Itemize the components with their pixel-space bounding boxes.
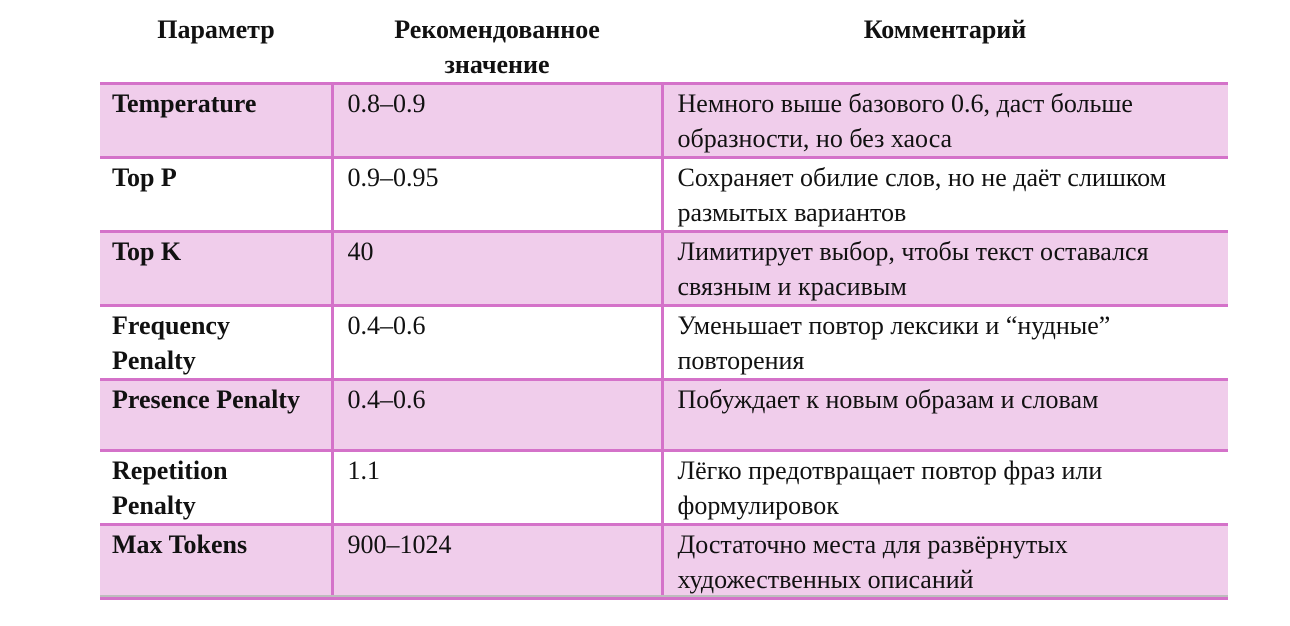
- param-cell: Temperature: [100, 83, 332, 159]
- comment-cell: Лимитирует выбор, чтобы текст оставался …: [660, 231, 1228, 307]
- value-cell: 0.4–0.6: [330, 379, 662, 452]
- horizontal-divider: [100, 595, 1228, 597]
- value-cell: 900–1024: [330, 524, 662, 600]
- comment-cell: Лёгко предотвращает повтор фраз или форм…: [660, 450, 1228, 526]
- table-row: Top P 0.9–0.95 Сохраняет обилие слов, но…: [100, 157, 1228, 233]
- value-cell: 0.8–0.9: [330, 83, 662, 159]
- table-row: Presence Penalty 0.4–0.6 Побуждает к нов…: [100, 379, 1228, 452]
- table-row: Repetition Penalty 1.1 Лёгко предотвраща…: [100, 450, 1228, 526]
- comment-cell: Уменьшает повтор лексики и “нудные” повт…: [660, 305, 1228, 381]
- header-parameter: Параметр: [100, 10, 332, 85]
- comment-cell: Достаточно места для развёрнутых художес…: [660, 524, 1228, 600]
- table-row: Max Tokens 900–1024 Достаточно места для…: [100, 524, 1228, 600]
- value-cell: 40: [330, 231, 662, 307]
- param-cell: Presence Penalty: [100, 379, 332, 452]
- header-recommended-value: Рекомендованное значение: [332, 10, 662, 85]
- parameters-table: Параметр Рекомендованное значение Коммен…: [100, 10, 1228, 600]
- comment-cell: Немного выше базового 0.6, даст больше о…: [660, 83, 1228, 159]
- value-cell: 0.9–0.95: [330, 157, 662, 233]
- param-cell: Max Tokens: [100, 524, 332, 600]
- header-row: Параметр Рекомендованное значение Коммен…: [100, 10, 1228, 85]
- table-row: Frequency Penalty 0.4–0.6 Уменьшает повт…: [100, 305, 1228, 381]
- param-cell: Repetition Penalty: [100, 450, 332, 526]
- param-cell: Top P: [100, 157, 332, 233]
- comment-cell: Побуждает к новым образам и словам: [660, 379, 1228, 452]
- table-row: Top K 40 Лимитирует выбор, чтобы текст о…: [100, 231, 1228, 307]
- param-cell: Frequency Penalty: [100, 305, 332, 381]
- comment-cell: Сохраняет обилие слов, но не даёт слишко…: [660, 157, 1228, 233]
- value-cell: 0.4–0.6: [330, 305, 662, 381]
- param-cell: Top K: [100, 231, 332, 307]
- value-cell: 1.1: [330, 450, 662, 526]
- table-row: Temperature 0.8–0.9 Немного выше базовог…: [100, 83, 1228, 159]
- header-comment: Комментарий: [662, 10, 1228, 85]
